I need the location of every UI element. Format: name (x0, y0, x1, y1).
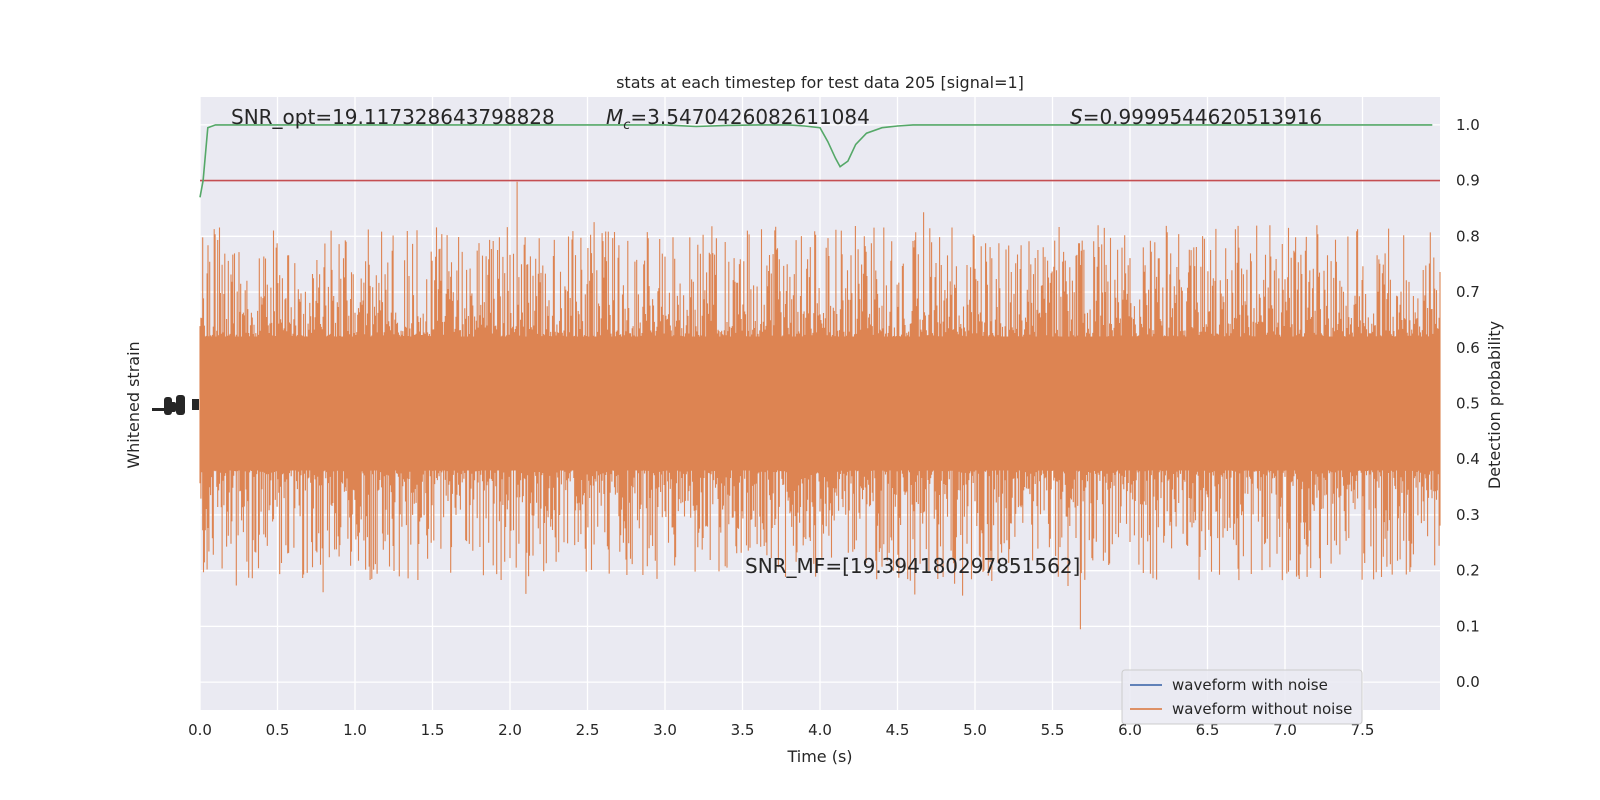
snr-mf-annotation: SNR_MF=[19.394180297851562] (745, 554, 1080, 578)
x-tick-label: 5.0 (963, 721, 987, 739)
y-tick-label: 0.3 (1456, 506, 1480, 524)
y-tick-label: 0.9 (1456, 172, 1480, 190)
y-tick-label: 0.0 (1456, 673, 1480, 691)
x-tick-label: 1.5 (421, 721, 445, 739)
y-tick-label: 0.1 (1456, 617, 1480, 635)
legend: waveform with noise waveform without noi… (1121, 669, 1363, 725)
legend-label-without-noise: waveform without noise (1172, 700, 1352, 718)
x-tick-label: 2.0 (498, 721, 522, 739)
left-axis-collapsed-ticks (152, 395, 199, 415)
x-tick-label: 0.0 (188, 721, 212, 739)
chirp-mass-annotation: Mc=3.5470426082611084 (606, 105, 870, 133)
legend-label-with-noise: waveform with noise (1172, 676, 1328, 694)
snr-opt-annotation: SNR_opt=19.117328643798828 (231, 105, 555, 129)
x-tick-label: 4.0 (808, 721, 832, 739)
x-tick-label: 6.0 (1118, 721, 1142, 739)
chart-title: stats at each timestep for test data 205… (616, 73, 1024, 92)
left-y-axis-label: Whitened strain (124, 341, 143, 468)
x-tick-label: 7.0 (1273, 721, 1297, 739)
x-tick-label: 2.5 (576, 721, 600, 739)
x-tick-label: 5.5 (1041, 721, 1065, 739)
x-tick-label: 4.5 (886, 721, 910, 739)
y-tick-label: 0.8 (1456, 227, 1480, 245)
x-tick-label: 0.5 (266, 721, 290, 739)
y-tick-label: 0.6 (1456, 339, 1480, 357)
strain-trace (199, 181, 1441, 630)
x-tick-label: 3.0 (653, 721, 677, 739)
x-tick-label: 6.5 (1196, 721, 1220, 739)
x-tick-label: 3.5 (731, 721, 755, 739)
legend-box (1121, 669, 1363, 725)
right-y-axis-ticks: 0.0 0.1 0.2 0.3 0.4 0.5 0.6 0.7 0.8 0.9 1.0 (1456, 116, 1480, 691)
s-annotation: S=0.9999544620513916 (1070, 105, 1322, 129)
x-axis-ticks: 0.0 0.5 1.0 1.5 2.0 2.5 3.0 3.5 4.0 4.5 5.0 5.5 6.0 6… (188, 721, 1374, 739)
right-y-axis-label: Detection probability (1485, 321, 1504, 489)
detection-probability-line (199, 124, 1433, 198)
x-tick-label: 1.0 (343, 721, 367, 739)
strain-spikes (199, 181, 1441, 630)
x-tick-label: 7.5 (1351, 721, 1375, 739)
y-tick-label: 0.5 (1456, 395, 1480, 413)
x-axis-label: Time (s) (786, 747, 852, 766)
y-tick-label: 1.0 (1456, 116, 1480, 134)
y-tick-label: 0.2 (1456, 562, 1480, 580)
y-tick-label: 0.4 (1456, 450, 1480, 468)
y-tick-label: 0.7 (1456, 283, 1480, 301)
